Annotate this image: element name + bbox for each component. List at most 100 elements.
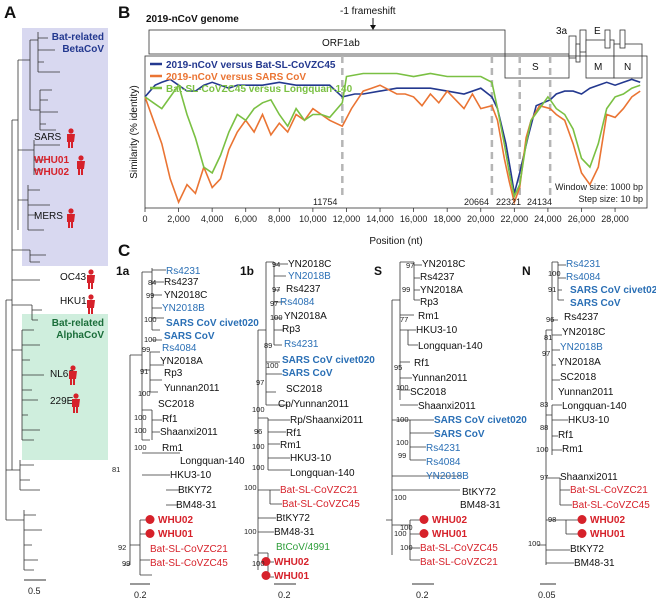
betacov-box (22, 28, 108, 266)
tip-hku1: HKU1 (60, 296, 87, 307)
tree-tip-label: Rs4231 (284, 339, 319, 350)
boot: 96 (254, 427, 262, 436)
whu-dot (261, 571, 271, 580)
boot: 97 (406, 261, 414, 270)
tree-tip-label: Rm1 (418, 311, 440, 322)
tree-tip-label: Bat-SL-CoVZC45 (572, 500, 650, 511)
tree-tip-label: Bat-SL-CoVZC45 (282, 499, 360, 510)
tree-tip-label: Longquan-140 (180, 456, 245, 467)
tree-tip-label: Rp/Shaanxi2011 (290, 415, 364, 426)
betacov-label-2: BetaCoV (62, 44, 104, 55)
tree-tip-label: Rs4231 (166, 266, 201, 277)
gene-orf7 (604, 29, 611, 49)
alphacov-box (22, 314, 108, 460)
tree-tip-label: Yunnan2011 (558, 387, 614, 398)
tree-tip-label: YN2018C (562, 327, 605, 338)
tree-tip-label: Rs4231 (426, 443, 461, 454)
tree-tip-label: BM48-31 (274, 527, 315, 538)
boot: 92 (118, 543, 126, 552)
boot: 100 (134, 443, 147, 452)
marker-label-22321: 22321 (496, 197, 521, 207)
boot: 100 (396, 438, 409, 447)
gene-n (613, 43, 643, 79)
tree-tip-label: SARS CoV (434, 429, 485, 440)
tree-tip-label: Rm1 (162, 443, 184, 454)
boot: 97 (542, 349, 550, 358)
tree-tip-label: Rm1 (280, 440, 302, 451)
tree-n-branches (538, 261, 578, 565)
tree-tip-label: Rm1 (562, 444, 584, 455)
x-tick-label: 24,000 (534, 214, 562, 224)
x-tick-label: 16,000 (400, 214, 428, 224)
boot: 100 (394, 493, 407, 502)
boot: 100 (528, 539, 541, 548)
x-tick-label: 12,000 (333, 214, 361, 224)
boot: 98 (548, 515, 556, 524)
human-icon (67, 128, 75, 148)
tree-tip-label: HKU3-10 (416, 325, 458, 336)
legend: 2019-nCoV versus Bat-SL-CoVZC45 2019-nCo… (150, 60, 353, 95)
gene-3a-label: 3a (556, 26, 568, 37)
x-tick-label: 10,000 (299, 214, 327, 224)
tree-tip-label: BtKY72 (178, 485, 212, 496)
boot: 89 (264, 341, 272, 350)
tree-tip-label: WHU01 (590, 529, 625, 540)
x-tick-label: 18,000 (433, 214, 461, 224)
legend-series-2: 2019-nCoV versus SARS CoV (166, 72, 306, 83)
tree-tip-label: WHU02 (432, 515, 467, 526)
tree-tip-label: Rp3 (282, 324, 301, 335)
tree-tip-label: Rf1 (286, 428, 302, 439)
tree-tip-label: Bat-SL-CoVZC21 (570, 485, 648, 496)
human-icon (67, 208, 75, 228)
x-tick-label: 14,000 (366, 214, 394, 224)
boot: 94 (272, 260, 280, 269)
tree-tip-label: SARS CoV civet020 (166, 318, 259, 329)
similarity-lines (144, 72, 641, 205)
boot: 97 (256, 378, 264, 387)
boot: 100 (266, 361, 279, 370)
human-icon (72, 393, 80, 413)
gene-n-label: N (624, 62, 631, 73)
whu-dot (145, 529, 155, 538)
tree-tip-label: BM48-31 (574, 558, 615, 569)
boot: 84 (148, 278, 156, 287)
boot: 100 (134, 426, 147, 435)
tree-tip-label: Yunnan2011 (164, 383, 220, 394)
tree-tip-label: Rs4237 (420, 272, 455, 283)
tree-tip-label: Rs4084 (566, 272, 601, 283)
marker-label-24134: 24134 (527, 197, 552, 207)
genome-map (148, 29, 643, 79)
x-tick-label: 0 (142, 214, 147, 224)
boot: 100 (144, 315, 157, 324)
tree-tip-label: Bat-SL-CoVZC45 (150, 558, 228, 569)
tree-s-title: S (374, 264, 382, 278)
tip-nl63: NL63 (50, 369, 74, 380)
boot: 100 (252, 442, 265, 451)
alphacov-label-2: AlphaCoV (56, 330, 104, 341)
tree-tip-label: WHU01 (274, 571, 309, 582)
tree-tip-label: Rp3 (164, 368, 183, 379)
panel-a-label: A (4, 3, 16, 22)
boot: 96 (546, 315, 554, 324)
tree-tip-label: BtKY72 (570, 544, 604, 555)
tree-tip-label: Shaanxi2011 (418, 401, 476, 412)
gene-s-label: S (532, 62, 539, 73)
gene-s (504, 53, 570, 79)
boot: 77 (400, 315, 408, 324)
tree-tip-label: SC2018 (286, 384, 323, 395)
tree-tip-label: SC2018 (560, 372, 597, 383)
tree-tip-label: WHU01 (158, 529, 193, 540)
x-tick-label: 28,000 (601, 214, 629, 224)
tree-tip-label: Longquan-140 (562, 401, 627, 412)
whu-dot (419, 529, 429, 538)
y-axis-label: Similarity (% identity) (129, 85, 140, 178)
tip-whu02: WHU02 (34, 167, 69, 178)
tree-tip-label: YN2018B (162, 303, 205, 314)
tree-tip-label: Bat-SL-CoVZC21 (280, 485, 358, 496)
boot: 100 (270, 313, 283, 322)
tree-tip-label: Rf1 (558, 430, 574, 441)
tree-tip-label: SARS CoV civet020 (282, 355, 375, 366)
series-line-3 (144, 72, 641, 199)
tree-tip-label: Yunnan2011 (412, 373, 468, 384)
